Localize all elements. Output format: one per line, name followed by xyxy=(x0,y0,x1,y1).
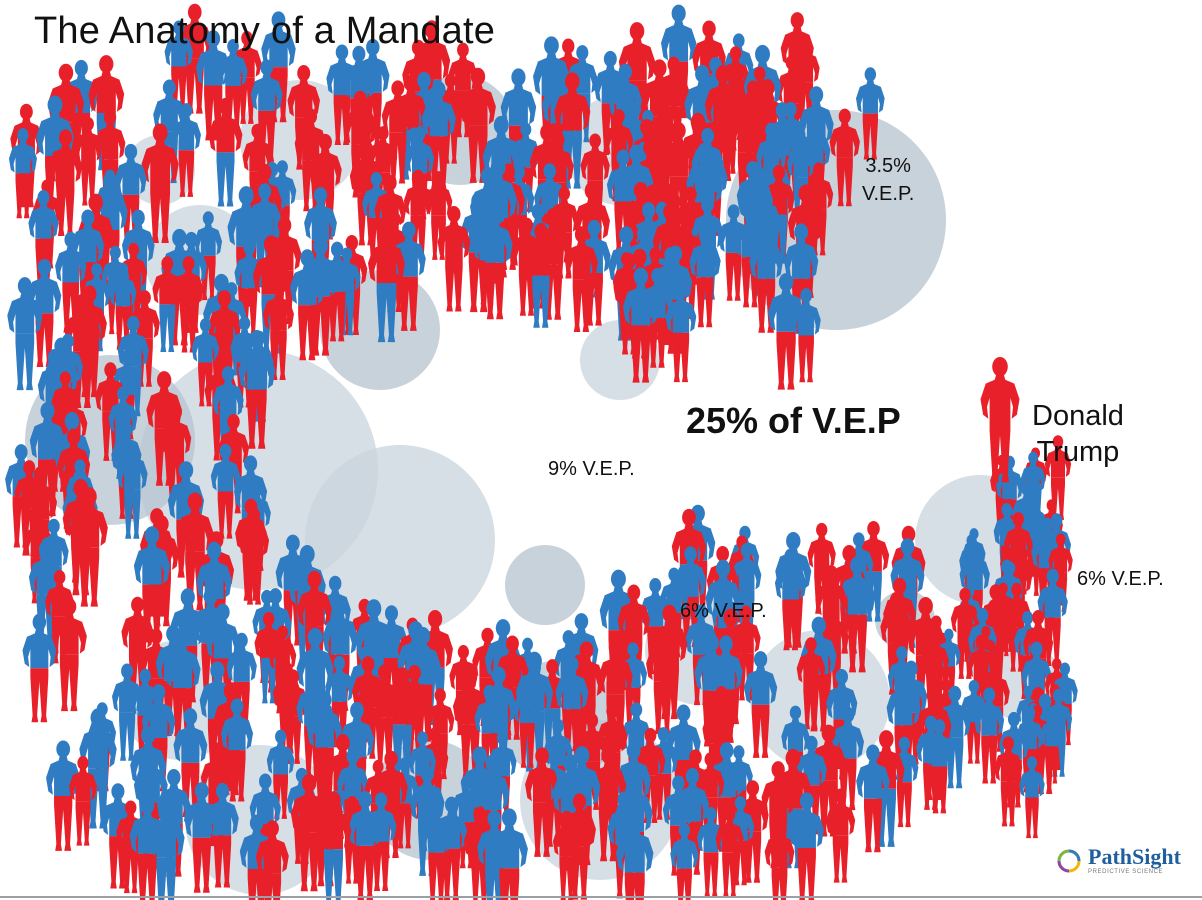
segment-label-upper: 3.5% V.E.P. xyxy=(862,152,914,208)
person-silhouette-icon xyxy=(46,740,81,851)
segment-label-left: 9% V.E.P. xyxy=(548,458,635,480)
voter-crowd xyxy=(5,3,1078,900)
segment-label-upper-unit: V.E.P. xyxy=(862,183,915,205)
total-vep-label: 25% of V.E.P xyxy=(686,400,901,441)
logo-name: PathSight xyxy=(1088,844,1181,869)
candidate-silhouette-icon xyxy=(980,356,1020,420)
brand-logo: PathSight PREDICTIVE SCIENCE xyxy=(1056,846,1181,875)
candidate-first-name: Donald xyxy=(1032,400,1124,432)
vep-bubble xyxy=(505,545,585,625)
ring-logo-icon xyxy=(1057,849,1081,872)
footer-rule xyxy=(0,896,1202,898)
segment-label-bottom: 6% V.E.P. xyxy=(680,600,767,622)
segment-label-upper-value: 3.5% xyxy=(865,155,911,177)
candidate-last-name: Trump xyxy=(1036,436,1120,468)
candidate-label: Donald Trump xyxy=(1032,398,1124,470)
logo-tagline: PREDICTIVE SCIENCE xyxy=(1088,869,1164,875)
segment-label-right: 6% V.E.P. xyxy=(1077,568,1164,590)
page-title: The Anatomy of a Mandate xyxy=(34,10,496,52)
